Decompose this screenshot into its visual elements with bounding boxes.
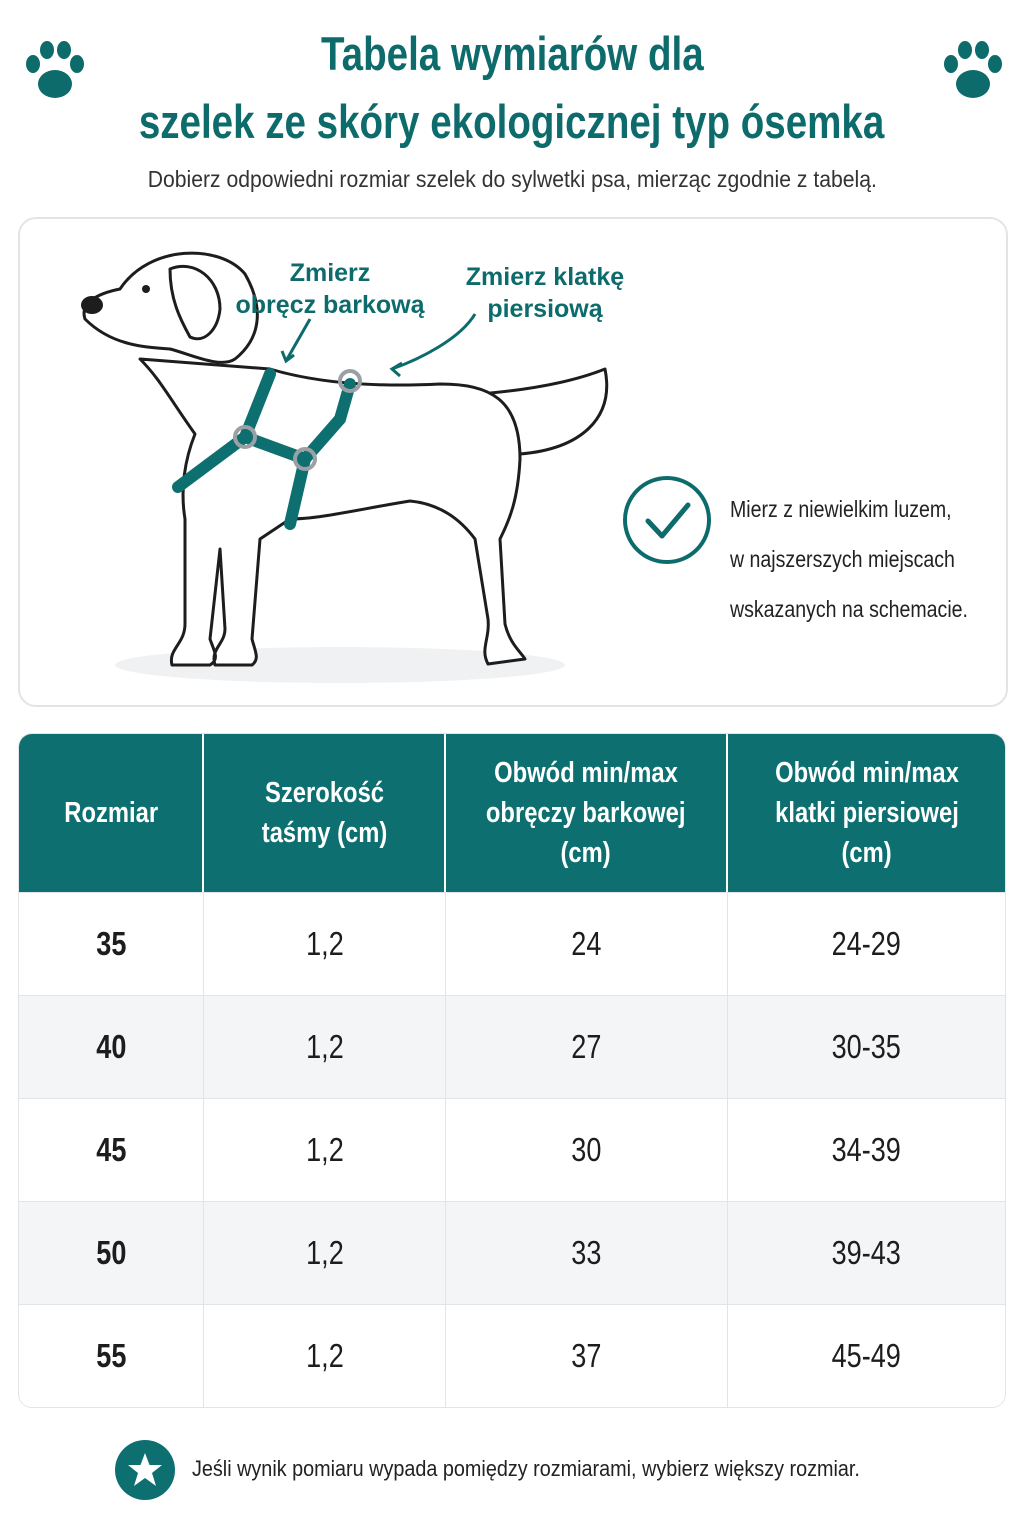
tip-line: w najszerszych miejscach xyxy=(730,534,1000,584)
table-row: 50 1,2 33 39-43 xyxy=(19,1201,1005,1304)
diagram-card: Zmierz obręcz barkową Zmierz klatkę pier… xyxy=(18,217,1008,707)
tip-line: Mierz z niewielkim luzem, xyxy=(730,484,1000,534)
table-cell: 1,2 xyxy=(204,892,446,995)
tip-text: w najszerszych miejscach xyxy=(730,546,955,572)
header-line: Obwód min/max xyxy=(446,753,727,793)
table-row: 55 1,2 37 45-49 xyxy=(19,1304,1005,1407)
header-text: Obwód min/max xyxy=(494,757,678,789)
cell-text: 45 xyxy=(96,1131,127,1168)
title: szelek ze skóry ekologicznej typ ósemka xyxy=(0,94,1024,150)
table-cell: 37 xyxy=(445,1304,729,1407)
table-cell: 30 xyxy=(445,1098,729,1201)
tip: Mierz z niewielkim luzem, w najszerszych… xyxy=(730,484,1000,634)
header-line: Rozmiar xyxy=(19,793,202,833)
cell-text: 50 xyxy=(96,1234,127,1271)
header-line: Obwód min/max xyxy=(728,753,1005,793)
label-line: Zmierz klatkę xyxy=(465,263,625,291)
note-text: Jeśli wynik pomiaru wypada pomiędzy rozm… xyxy=(192,1456,860,1481)
cell-text: 55 xyxy=(96,1337,127,1374)
title-line: Tabela wymiarów dla xyxy=(320,27,704,80)
table-cell: 24-29 xyxy=(728,892,1005,995)
header-text: (cm) xyxy=(841,837,892,869)
table-cell: 33 xyxy=(445,1201,729,1304)
header-text: taśmy (cm) xyxy=(261,817,387,849)
table-cell: 40 xyxy=(19,995,205,1098)
header-cell: Szerokość taśmy (cm) xyxy=(204,734,446,892)
header-cell: Rozmiar xyxy=(19,734,205,892)
header-text: Rozmiar xyxy=(63,797,158,829)
paw-icon xyxy=(26,41,84,98)
label-line: obręcz barkową xyxy=(235,291,425,319)
cell-text: 34-39 xyxy=(832,1131,902,1168)
table-cell: 1,2 xyxy=(204,995,446,1098)
header-cell: Obwód min/max obręczy barkowej (cm) xyxy=(445,734,729,892)
table-cell: 1,2 xyxy=(204,1201,446,1304)
cell-text: 45-49 xyxy=(832,1337,902,1374)
table-row: 40 1,2 27 30-35 xyxy=(19,995,1005,1098)
table-cell: 1,2 xyxy=(204,1098,446,1201)
cell-text: 35 xyxy=(96,925,127,962)
table-cell: 30-35 xyxy=(728,995,1005,1098)
header-text: Obwód min/max xyxy=(774,757,959,789)
cell-text: 40 xyxy=(96,1028,127,1065)
cell-text: 27 xyxy=(571,1028,602,1065)
title: Tabela wymiarów dla xyxy=(0,26,1024,82)
table-cell: 35 xyxy=(19,892,205,995)
table-cell: 45 xyxy=(19,1098,205,1201)
header-line: taśmy (cm) xyxy=(204,813,443,853)
table-cell: 24 xyxy=(445,892,729,995)
size-table: Rozmiar Szerokość taśmy (cm) Obwód min/max o… xyxy=(18,733,1006,1408)
header-line: (cm) xyxy=(446,833,727,873)
cell-text: 1,2 xyxy=(305,1337,344,1374)
table-cell: 45-49 xyxy=(728,1304,1005,1407)
table-cell: 1,2 xyxy=(204,1304,446,1407)
header-text: Szerokość xyxy=(264,777,384,809)
chest-label: Zmierz klatkę piersiową xyxy=(440,261,650,325)
label-line: Zmierz xyxy=(289,259,371,287)
dog-illustration xyxy=(81,251,711,683)
cell-text: 30 xyxy=(571,1131,602,1168)
cell-text: 1,2 xyxy=(305,1131,344,1168)
cell-text: 24 xyxy=(571,925,602,962)
cell-text: 24-29 xyxy=(832,925,902,962)
subtitle-text: Dobierz odpowiedni rozmiar szelek do syl… xyxy=(147,166,877,192)
cell-text: 1,2 xyxy=(305,925,344,962)
header-cell: Obwód min/max klatki piersiowej (cm) xyxy=(728,734,1005,892)
cell-text: 37 xyxy=(571,1337,602,1374)
header-text: obręczy barkowej xyxy=(486,797,686,829)
shoulder-label: Zmierz obręcz barkową xyxy=(220,257,440,321)
tip-text: Mierz z niewielkim luzem, xyxy=(730,496,952,522)
cell-text: 1,2 xyxy=(305,1028,344,1065)
header-row: Rozmiar Szerokość taśmy (cm) Obwód min/max o… xyxy=(19,734,1005,892)
cell-text: 39-43 xyxy=(832,1234,902,1271)
table-row: 35 1,2 24 24-29 xyxy=(19,892,1005,995)
header-line: klatki piersiowej xyxy=(728,793,1005,833)
header-line: (cm) xyxy=(728,833,1005,873)
paw-icon xyxy=(944,41,1002,98)
table-row: 45 1,2 30 34-39 xyxy=(19,1098,1005,1201)
table-body: 35 1,2 24 24-29 40 1,2 27 30-35 45 1,2 30 34-39 50 1,… xyxy=(19,892,1005,1407)
tip-line: wskazanych na schemacie. xyxy=(730,584,1000,634)
star-icon xyxy=(115,1440,175,1500)
header-line: Szerokość xyxy=(204,773,443,813)
table-cell: 39-43 xyxy=(728,1201,1005,1304)
title-line: szelek ze skóry ekologicznej typ ósemka xyxy=(139,95,885,148)
cell-text: 1,2 xyxy=(305,1234,344,1271)
tip-text: wskazanych na schemacie. xyxy=(730,596,968,622)
header-line: obręczy barkowej xyxy=(446,793,727,833)
cell-text: 33 xyxy=(571,1234,602,1271)
label-line: piersiową xyxy=(487,295,603,323)
table-cell: 27 xyxy=(445,995,729,1098)
table-cell: 55 xyxy=(19,1304,205,1407)
cell-text: 30-35 xyxy=(832,1028,902,1065)
subtitle: Dobierz odpowiedni rozmiar szelek do syl… xyxy=(0,166,1024,193)
table-cell: 34-39 xyxy=(728,1098,1005,1201)
header-text: (cm) xyxy=(560,837,612,869)
table-cell: 50 xyxy=(19,1201,205,1304)
footer-note: Jeśli wynik pomiaru wypada pomiędzy rozm… xyxy=(192,1456,934,1482)
header-text: klatki piersiowej xyxy=(774,797,959,829)
